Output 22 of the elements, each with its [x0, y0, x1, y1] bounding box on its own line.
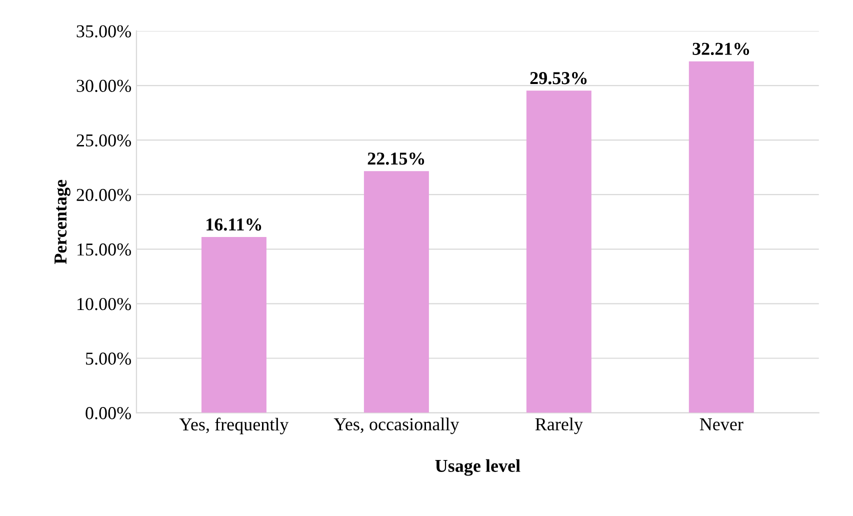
y-tick-label: 15.00%: [78, 243, 132, 256]
x-tick-label: Yes, frequently: [179, 418, 289, 434]
bar: [526, 90, 592, 413]
y-tick-label: 25.00%: [76, 134, 132, 147]
bar: [688, 61, 754, 413]
y-tick-label: 20.00%: [76, 188, 132, 202]
data-label: 29.53%: [530, 72, 587, 84]
x-tick-label: Never: [700, 418, 744, 430]
x-axis-title: Usage level: [435, 459, 520, 476]
bar: [201, 237, 266, 413]
bar: [364, 171, 429, 413]
data-label: 16.11%: [206, 218, 262, 231]
y-tick-label: 5.00%: [86, 352, 132, 365]
y-tick-label: 30.00%: [76, 80, 132, 92]
y-axis-title: Percentage: [54, 180, 70, 264]
y-tick-label: 35.00%: [76, 25, 132, 38]
x-tick-label: Yes, occasionally: [334, 418, 460, 434]
data-label: 32.21%: [692, 42, 750, 56]
y-tick-label: 0.00%: [86, 407, 132, 420]
x-tick-label: Rarely: [535, 418, 583, 434]
y-tick-label: 10.00%: [78, 298, 132, 310]
data-label: 22.15%: [368, 152, 424, 165]
